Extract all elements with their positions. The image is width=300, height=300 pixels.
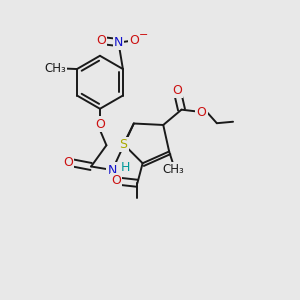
Text: −: − [139, 30, 148, 40]
Text: O: O [196, 106, 206, 118]
Text: O: O [63, 156, 73, 169]
Text: CH₃: CH₃ [163, 163, 184, 176]
Text: O: O [172, 84, 182, 97]
Text: H: H [121, 160, 130, 174]
Text: N: N [114, 36, 123, 49]
Text: S: S [119, 138, 128, 151]
Text: N: N [108, 164, 117, 176]
Text: O: O [111, 174, 121, 188]
Text: O: O [95, 118, 105, 130]
Text: CH₃: CH₃ [44, 62, 66, 75]
Text: O: O [96, 34, 106, 47]
Text: O: O [129, 34, 139, 47]
